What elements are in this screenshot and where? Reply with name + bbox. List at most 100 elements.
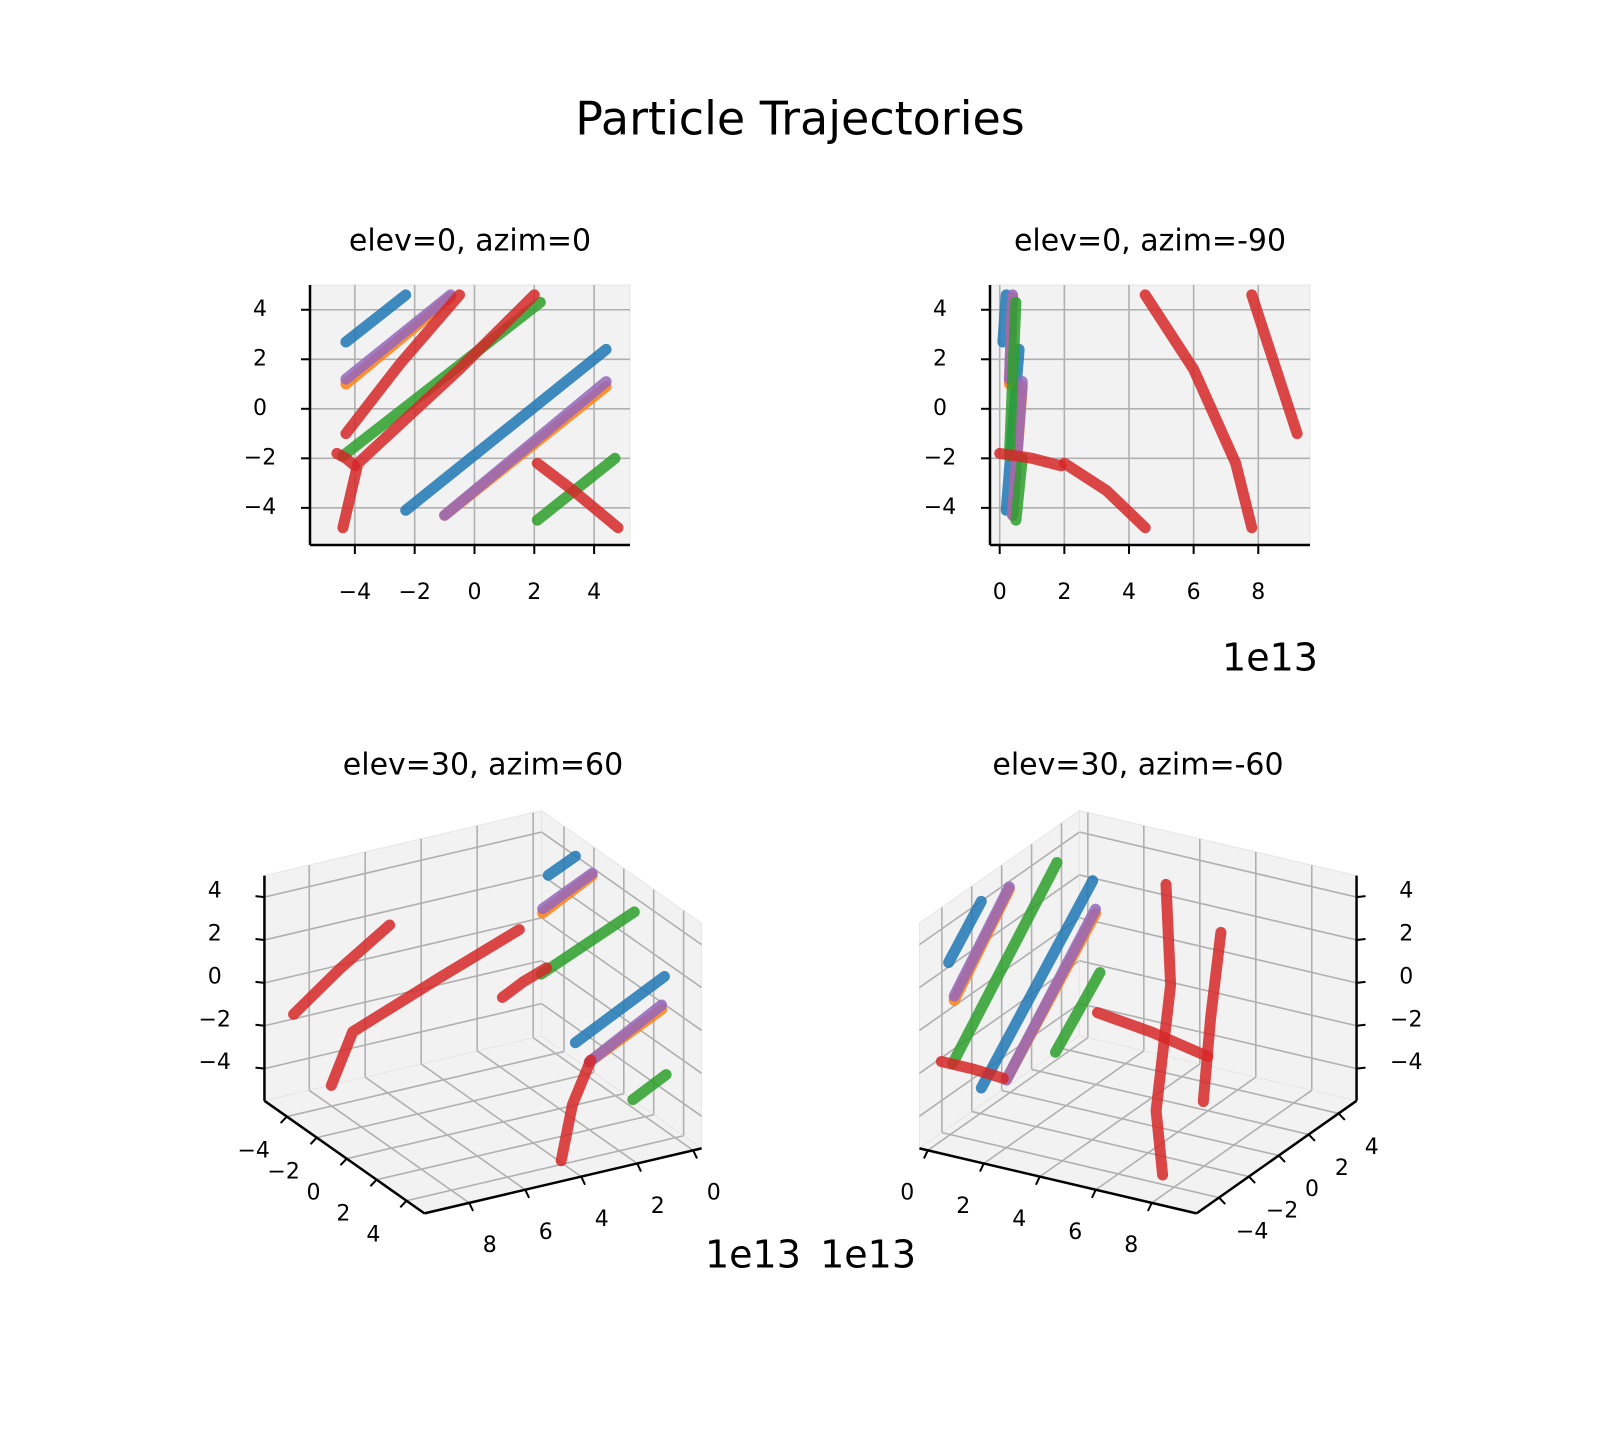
grid-line bbox=[264, 874, 542, 941]
z-tick-label: 2 bbox=[933, 346, 947, 371]
trajectory bbox=[496, 962, 553, 1003]
tick-mark bbox=[1278, 1154, 1286, 1163]
figure-title: Particle Trajectories bbox=[575, 92, 1025, 146]
z-tick-label: −2 bbox=[199, 1007, 231, 1032]
tick-mark bbox=[1218, 1196, 1226, 1205]
grid-line bbox=[532, 1037, 694, 1151]
trajectory bbox=[935, 1056, 1009, 1084]
trajectory bbox=[975, 875, 1099, 1094]
subplot: −4 −2 0 2 4 −4 −2 0 2 4 bbox=[244, 284, 631, 605]
grid-line bbox=[364, 1076, 526, 1191]
tick-mark bbox=[339, 1157, 348, 1166]
trajectory bbox=[531, 457, 624, 534]
tick-mark bbox=[399, 1200, 408, 1208]
tick-mark bbox=[255, 895, 265, 899]
tick-mark bbox=[1035, 1176, 1041, 1186]
trajectory bbox=[583, 999, 668, 1068]
subplot-title: elev=30, azim=60 bbox=[343, 748, 623, 783]
grid-line bbox=[971, 1110, 1250, 1178]
subplot: 0 2 4 6 8 1e13 −4 −2 0 2 4 bbox=[924, 284, 1318, 680]
trajectory bbox=[1010, 452, 1028, 526]
trajectory bbox=[535, 906, 640, 980]
grid-line bbox=[286, 1050, 565, 1118]
y-tick-label: 4 bbox=[587, 580, 601, 605]
x-tick-label: 2 bbox=[956, 1194, 970, 1219]
grid-line bbox=[264, 831, 542, 898]
trajectory bbox=[1197, 926, 1227, 1108]
tick-mark bbox=[1356, 980, 1366, 984]
z-tick-label: 0 bbox=[253, 396, 267, 421]
grid-line bbox=[541, 960, 703, 1074]
z-tick-label: −2 bbox=[1390, 1007, 1422, 1032]
trajectory bbox=[331, 447, 361, 472]
trajectory bbox=[325, 924, 525, 1091]
x-tick-label: 8 bbox=[1251, 580, 1265, 605]
grid-line bbox=[1079, 831, 1357, 898]
grid-line bbox=[1079, 874, 1357, 941]
grid-line bbox=[927, 1037, 1089, 1151]
grid-line bbox=[541, 831, 703, 946]
grid-line bbox=[376, 1113, 654, 1181]
grid-line bbox=[1031, 1068, 1309, 1136]
trajectory bbox=[1000, 903, 1101, 1086]
tick-mark bbox=[1356, 1066, 1366, 1070]
grid-line bbox=[406, 1134, 684, 1202]
z-tick-label: 4 bbox=[1399, 879, 1413, 904]
tick-mark bbox=[1356, 937, 1366, 941]
trajectory bbox=[1092, 1007, 1214, 1062]
tick-mark bbox=[255, 937, 265, 941]
tick-mark bbox=[279, 1115, 288, 1124]
trajectory bbox=[948, 881, 1015, 1002]
x-tick-label: 0 bbox=[993, 580, 1007, 605]
y-tick-label: 0 bbox=[307, 1180, 321, 1205]
y-tick-label: 2 bbox=[527, 580, 541, 605]
z-tick-label: −4 bbox=[1390, 1050, 1422, 1075]
x-tick-label: 4 bbox=[1122, 580, 1136, 605]
grid-line bbox=[316, 1071, 595, 1139]
x-tick-label: 4 bbox=[1012, 1207, 1026, 1232]
trajectory bbox=[943, 895, 987, 968]
x-tick-label: 8 bbox=[1124, 1233, 1138, 1258]
axis-line bbox=[424, 1147, 702, 1215]
x-offset-label: 1e13 bbox=[1222, 636, 1318, 680]
trajectory bbox=[1003, 296, 1022, 462]
tick-mark bbox=[1091, 1189, 1097, 1199]
y-tick-label: 2 bbox=[1335, 1156, 1349, 1181]
trajectory bbox=[1150, 878, 1177, 1181]
y-tick-label: −4 bbox=[1236, 1219, 1268, 1244]
z-tick-label: 2 bbox=[253, 346, 267, 371]
z-tick-label: −4 bbox=[244, 495, 276, 520]
tick-mark bbox=[979, 1163, 985, 1173]
trajectory bbox=[537, 867, 598, 915]
z-tick-label: 4 bbox=[253, 297, 267, 322]
tick-mark bbox=[692, 1149, 698, 1159]
grid-line bbox=[476, 1050, 638, 1165]
grid-line bbox=[1151, 1089, 1313, 1204]
z-tick-label: −2 bbox=[924, 445, 956, 470]
trajectory bbox=[400, 343, 612, 516]
z-tick-label: 4 bbox=[208, 879, 222, 904]
trajectory bbox=[288, 919, 396, 1020]
x-tick-label: 6 bbox=[1068, 1220, 1082, 1245]
trajectory bbox=[569, 971, 670, 1049]
grid-line bbox=[941, 1131, 1220, 1199]
grid-line bbox=[541, 917, 703, 1032]
x-tick-label: 6 bbox=[1187, 580, 1201, 605]
trajectory bbox=[439, 376, 612, 521]
tick-mark bbox=[524, 1189, 530, 1199]
tick-mark bbox=[636, 1163, 642, 1173]
tick-mark bbox=[255, 1023, 265, 1027]
trajectory bbox=[555, 1054, 597, 1167]
grid-line bbox=[918, 874, 1080, 989]
tick-mark bbox=[255, 980, 265, 984]
y-tick-label: 0 bbox=[1305, 1177, 1319, 1202]
grid-line bbox=[264, 917, 542, 984]
z-tick-label: 0 bbox=[208, 964, 222, 989]
tick-mark bbox=[1147, 1202, 1153, 1212]
tick-mark bbox=[1307, 1133, 1316, 1142]
z-tick-label: −2 bbox=[244, 445, 276, 470]
grid-line bbox=[1079, 1002, 1357, 1070]
axis-line bbox=[263, 1099, 426, 1215]
x-tick-label: 0 bbox=[900, 1181, 914, 1206]
